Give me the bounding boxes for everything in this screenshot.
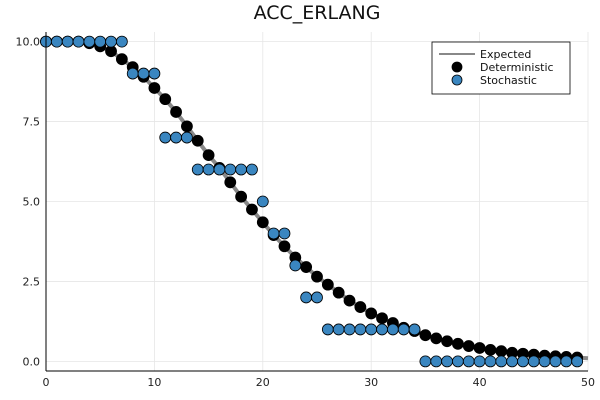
deterministic-point [462,340,475,352]
deterministic-point [191,134,204,147]
stochastic-point [126,67,139,80]
stochastic-point [560,355,573,368]
stochastic-point [289,259,302,272]
deterministic-point [495,345,508,358]
stochastic-point [202,163,215,176]
stochastic-point [321,323,334,336]
stochastic-point [484,355,497,368]
deterministic-point [343,294,356,307]
x-tick-label: 0 [43,376,50,389]
stochastic-point [246,163,258,176]
stochastic-point [495,355,508,368]
stochastic-point [397,323,410,336]
stochastic-point [137,67,150,80]
stochastic-point [213,163,226,176]
x-tick-label: 20 [256,376,270,389]
stochastic-point [191,163,204,176]
y-tick-label: 0.0 [23,355,41,368]
legend-swatch-marker [451,61,463,73]
stochastic-point [408,323,421,336]
deterministic-point [311,270,323,283]
stochastic-point [105,35,117,48]
stochastic-point [506,355,519,368]
stochastic-point [517,355,529,368]
stochastic-point [441,355,453,368]
stochastic-point [181,131,193,144]
deterministic-point [278,240,291,253]
stochastic-point [83,35,96,48]
axes: 0 10 20 30 40 50 0.0 2.5 5.0 7.5 10.0 [16,32,595,389]
stochastic-point [148,67,161,80]
stochastic-point [462,355,475,368]
deterministic-point [484,343,497,356]
legend-entry: Deterministic [480,61,554,74]
stochastic-point [311,291,323,304]
y-tick-label: 5.0 [23,196,41,209]
deterministic-point [452,337,464,350]
stochastic-point [300,291,313,304]
stochastic-point [376,323,388,336]
data-series [40,35,589,368]
stochastic-series [40,35,584,368]
deterministic-point [148,82,161,94]
deterministic-point [365,307,378,320]
stochastic-point [354,323,367,336]
stochastic-point [115,35,128,48]
stochastic-point [278,227,291,240]
deterministic-point [170,106,182,118]
deterministic-point [376,312,388,325]
stochastic-point [256,195,269,208]
stochastic-point [224,163,237,176]
deterministic-point [300,261,313,273]
deterministic-point [321,278,334,291]
stochastic-point [473,355,486,368]
stochastic-point [419,355,432,368]
deterministic-point [430,332,443,345]
stochastic-point [61,35,74,48]
stochastic-point [452,355,464,368]
deterministic-point [115,53,128,66]
deterministic-point [332,286,345,299]
legend-swatch-marker [451,74,463,86]
stochastic-point [430,355,443,368]
stochastic-point [159,131,172,144]
deterministic-point [441,335,453,348]
stochastic-point [267,227,280,240]
stochastic-point [332,323,345,336]
stochastic-point [72,35,85,48]
deterministic-point [202,149,215,162]
x-tick-label: 50 [581,376,595,389]
x-tick-label: 40 [473,376,487,389]
deterministic-point [473,342,486,354]
stochastic-point [50,35,63,48]
deterministic-point [224,176,237,189]
stochastic-point [538,355,551,368]
deterministic-point [354,301,367,313]
stochastic-point [235,163,248,176]
stochastic-point [571,355,584,368]
deterministic-point [181,120,193,133]
stochastic-point [527,355,540,368]
deterministic-point [246,203,258,216]
chart-title: ACC_ERLANG [254,2,381,24]
stochastic-point [386,323,399,336]
legend-entry: Expected [480,48,531,61]
stochastic-point [365,323,378,336]
deterministic-point [419,329,432,342]
stochastic-point [170,131,182,144]
deterministic-point [256,216,269,229]
y-tick-label: 7.5 [23,116,41,129]
legend-entry: Stochastic [480,74,537,87]
stochastic-point [343,323,356,336]
deterministic-point [159,93,172,106]
stochastic-point [94,35,107,48]
deterministic-point [235,190,248,203]
y-tick-label: 10.0 [16,36,41,49]
x-tick-label: 30 [364,376,378,389]
y-tick-label: 2.5 [23,275,41,288]
stochastic-point [549,355,562,368]
x-tick-label: 10 [147,376,161,389]
